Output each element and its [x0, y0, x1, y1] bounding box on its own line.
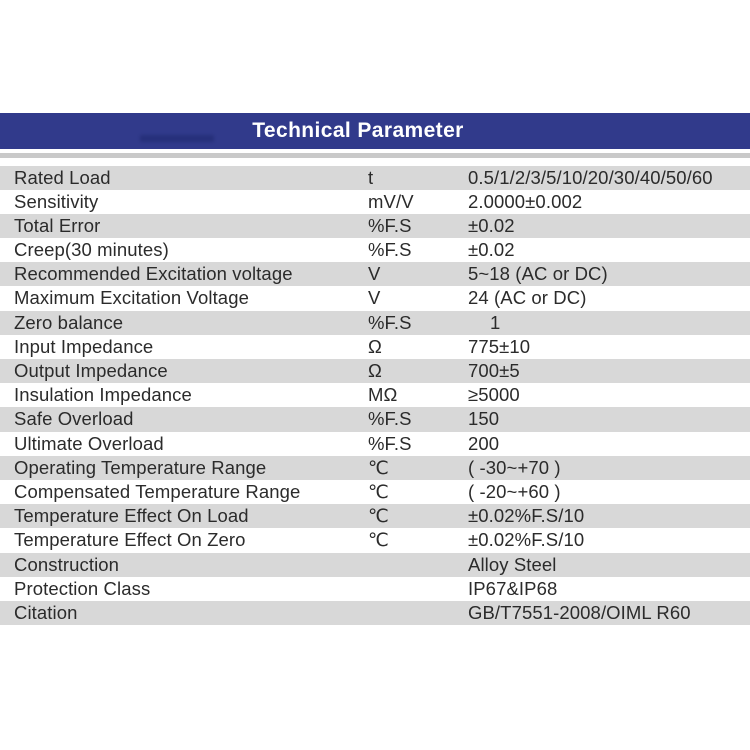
- param-unit-cell: ℃: [368, 480, 389, 502]
- param-value-cell: 5~18 (AC or DC): [468, 263, 608, 285]
- param-unit-cell: [368, 601, 468, 625]
- table-row: Zero balance %F.S 1: [0, 310, 750, 335]
- param-value-cell: 700±5: [468, 360, 520, 381]
- table-row: Rated Load t 0.5/1/2/3/5/10/20/30/40/50/…: [0, 165, 750, 190]
- param-value-cell: ±0.02: [468, 214, 515, 236]
- param-unit-cell: %F.S: [368, 432, 412, 454]
- param-unit-cell: t: [368, 166, 374, 188]
- param-value-cell: ( -20~+60 ): [468, 480, 561, 502]
- param-name-cell: Protection Class: [14, 577, 151, 599]
- param-name-cell: Construction: [14, 553, 120, 575]
- param-name-cell: Temperature Effect On Load: [14, 505, 249, 527]
- param-unit-cell: %F.S: [368, 311, 412, 333]
- param-name-cell: Operating Temperature Range: [14, 456, 267, 478]
- table-row: Insulation Impedance MΩ ≥5000: [0, 383, 750, 407]
- header-divider: [0, 153, 750, 158]
- table-row: Compensated Temperature Range ℃ ( -20~+6…: [0, 480, 750, 504]
- removed-logo-smudge: [140, 135, 214, 142]
- table-row: Ultimate Overload %F.S 200: [0, 432, 750, 456]
- param-name-cell: Compensated Temperature Range: [14, 480, 301, 502]
- param-value-cell: GB/T7551-2008/OIML R60: [468, 601, 691, 623]
- table-row: Creep(30 minutes) %F.S ±0.02: [0, 238, 750, 262]
- param-name-cell: Creep(30 minutes): [14, 239, 169, 261]
- param-unit-cell: V: [368, 263, 381, 285]
- param-name-cell: Rated Load: [14, 166, 111, 188]
- param-value-cell: Alloy Steel: [468, 553, 557, 575]
- param-name-cell: Citation: [14, 601, 78, 623]
- param-name-cell: Zero balance: [14, 311, 124, 333]
- param-name-cell: Output Impedance: [14, 360, 168, 381]
- param-value-cell: 2.0000±0.002: [468, 190, 583, 212]
- table-row: Temperature Effect On Zero ℃ ±0.02%F.S/1…: [0, 528, 750, 552]
- table-row: Input Impedance Ω 775±10: [0, 335, 750, 359]
- param-unit-cell: %F.S: [368, 239, 412, 261]
- param-name-cell: Safe Overload: [14, 408, 134, 430]
- table-row: Sensitivity mV/V 2.0000±0.002: [0, 190, 750, 214]
- param-unit-cell: V: [368, 287, 381, 309]
- table-row: Output Impedance Ω 700±5: [0, 359, 750, 384]
- technical-parameter-table: Rated Load t 0.5/1/2/3/5/10/20/30/40/50/…: [0, 165, 750, 626]
- param-value-cell: IP67&IP68: [468, 577, 558, 599]
- param-name-cell: Temperature Effect On Zero: [14, 529, 246, 551]
- param-value-cell: 24 (AC or DC): [468, 287, 587, 309]
- param-unit-cell: [368, 553, 468, 577]
- table-row: Total Error %F.S ±0.02: [0, 213, 750, 239]
- title-banner: Technical Parameter: [0, 113, 750, 149]
- table-row: Temperature Effect On Load ℃ ±0.02%F.S/1…: [0, 504, 750, 529]
- param-value-cell: 775±10: [468, 335, 531, 357]
- param-value-cell: 200: [468, 432, 500, 454]
- param-value-cell: 0.5/1/2/3/5/10/20/30/40/50/60: [468, 166, 713, 188]
- table-row: Protection Class IP67&IP68: [0, 577, 750, 601]
- param-unit-cell: ℃: [368, 505, 389, 527]
- param-name-cell: Total Error: [14, 214, 101, 236]
- page-title: Technical Parameter: [252, 119, 464, 142]
- param-value-cell: ±0.02%F.S/10: [468, 505, 585, 527]
- table-row: Construction Alloy Steel: [0, 552, 750, 577]
- table-row: Recommended Excitation voltage V 5~18 (A…: [0, 262, 750, 287]
- param-name-cell: Maximum Excitation Voltage: [14, 287, 249, 309]
- param-name-cell: Recommended Excitation voltage: [14, 263, 293, 285]
- param-value-cell: ( -30~+70 ): [468, 456, 561, 478]
- param-unit-cell: %F.S: [368, 214, 412, 236]
- param-unit-cell: mV/V: [368, 190, 414, 212]
- param-unit-cell: ℃: [368, 529, 389, 551]
- param-unit-cell: Ω: [368, 335, 382, 357]
- table-row: Safe Overload %F.S 150: [0, 407, 750, 432]
- param-value-cell: 150: [468, 408, 500, 430]
- param-unit-cell: [368, 577, 468, 601]
- table-row: Maximum Excitation Voltage V 24 (AC or D…: [0, 286, 750, 310]
- param-unit-cell: ℃: [368, 456, 389, 478]
- param-unit-cell: MΩ: [368, 384, 398, 406]
- param-name-cell: Sensitivity: [14, 190, 99, 212]
- param-name-cell: Input Impedance: [14, 335, 154, 357]
- param-unit-cell: %F.S: [368, 408, 412, 430]
- param-name-cell: Ultimate Overload: [14, 432, 164, 454]
- param-value-cell: ±0.02: [468, 239, 515, 261]
- param-unit-cell: Ω: [368, 360, 382, 381]
- table-row: Citation GB/T7551-2008/OIML R60: [0, 600, 750, 626]
- table-row: Operating Temperature Range ℃ ( -30~+70 …: [0, 455, 750, 480]
- param-value-cell: 1: [490, 311, 501, 333]
- param-name-cell: Insulation Impedance: [14, 384, 192, 406]
- param-value-cell: ±0.02%F.S/10: [468, 529, 585, 551]
- param-value-cell: ≥5000: [468, 384, 520, 406]
